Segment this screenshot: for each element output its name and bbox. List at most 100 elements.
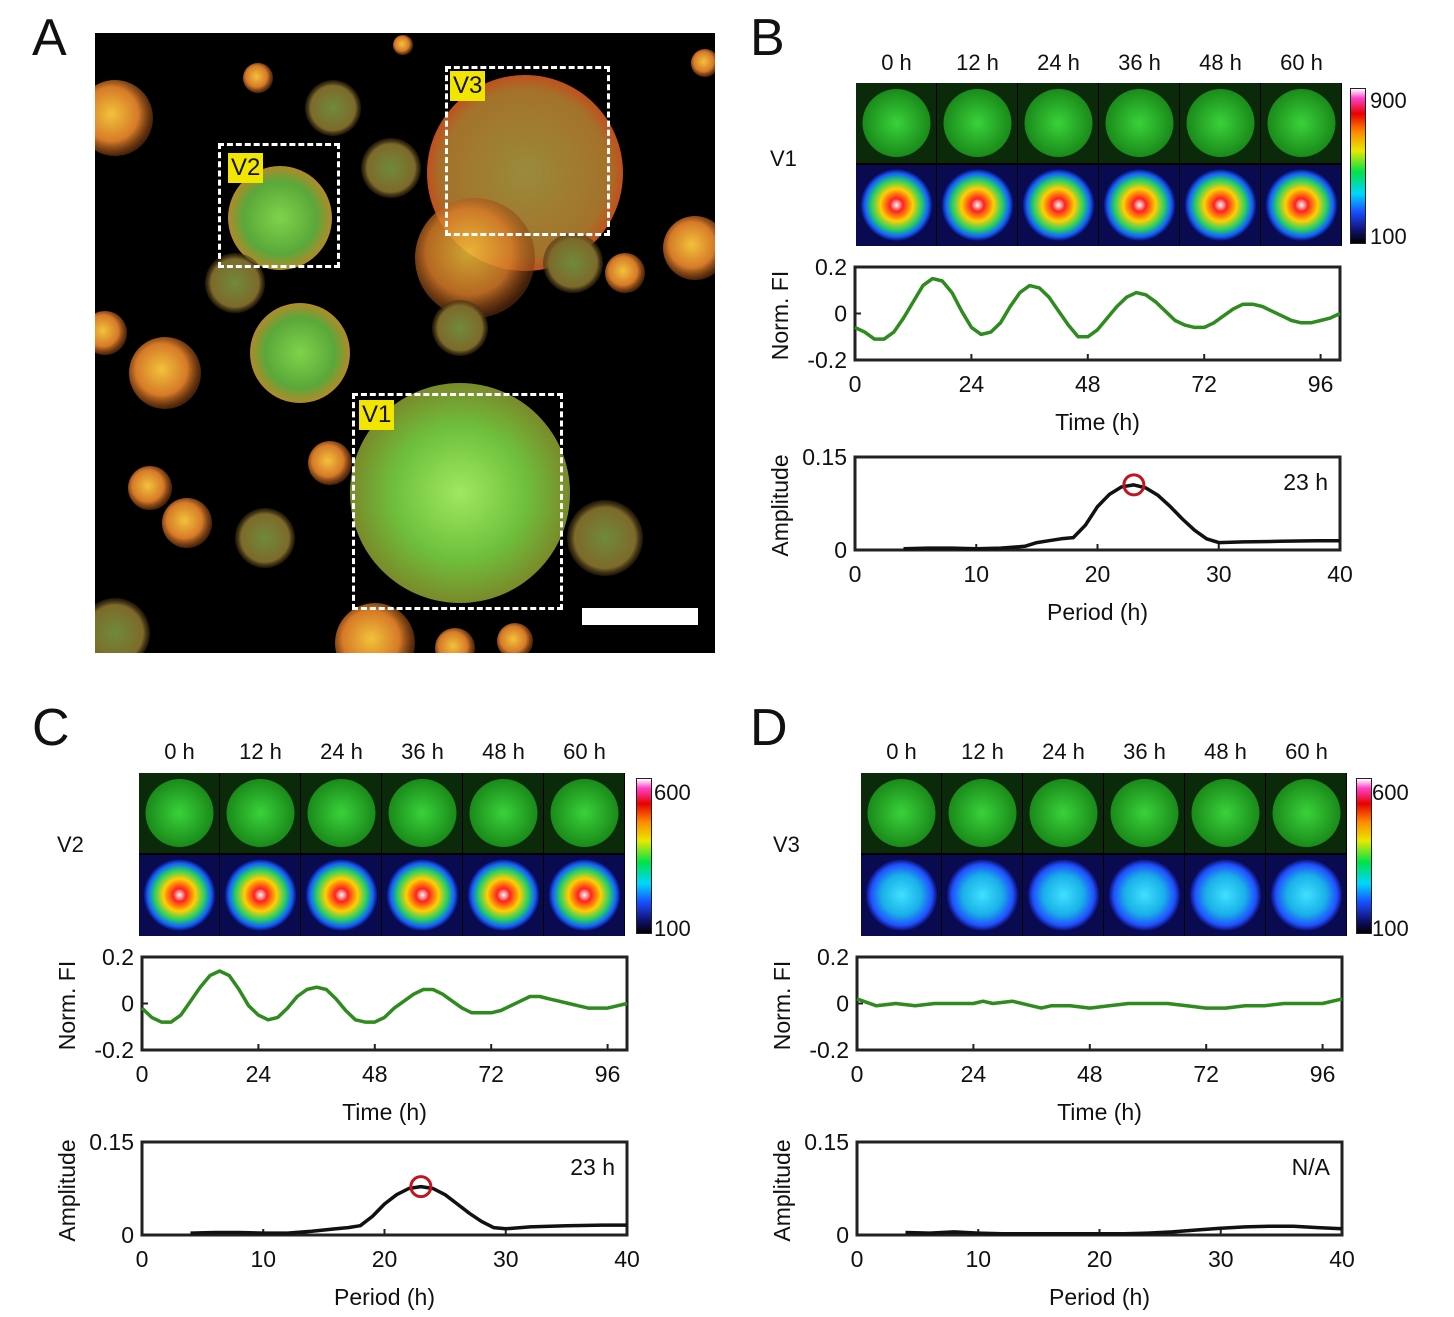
x-tick-label: 40 xyxy=(1329,1246,1355,1272)
heatmap-vesicle xyxy=(548,859,621,931)
x-tick-label: 24 xyxy=(246,1061,272,1087)
time-label: 48 h xyxy=(1204,739,1247,764)
norm-fi-trace xyxy=(854,276,1341,341)
x-tick-label: 30 xyxy=(1208,1246,1234,1272)
y-tick-label: 0 xyxy=(834,301,847,327)
panel-label-a: A xyxy=(32,9,67,67)
amplitude-spectrum-line xyxy=(190,1184,627,1235)
heatmap-vesicle xyxy=(946,859,1019,931)
y-axis-label: Amplitude xyxy=(769,1139,795,1241)
image-strip-c xyxy=(139,773,625,936)
y-tick-label: 0.2 xyxy=(817,945,849,970)
norm-fi-trace xyxy=(140,969,628,1024)
colorbar-min-d: 100 xyxy=(1372,916,1409,941)
x-tick-label: 20 xyxy=(1087,1246,1113,1272)
axes-frame xyxy=(140,1140,629,1237)
x-tick-label: 24 xyxy=(959,371,985,397)
scale-bar xyxy=(582,608,698,625)
fluorescence-vesicle xyxy=(1272,779,1341,847)
time-label: 48 h xyxy=(1199,50,1242,75)
x-tick-label: 48 xyxy=(362,1061,388,1087)
y-tick-label: 0 xyxy=(836,1222,849,1248)
fluorescence-vesicle xyxy=(948,779,1017,847)
heatmap-vesicle xyxy=(386,859,459,931)
fluorescence-vesicle xyxy=(1191,779,1260,847)
axes-frame xyxy=(140,955,629,1052)
fluorescence-vesicle xyxy=(1267,89,1336,157)
time-label: 36 h xyxy=(1118,50,1161,75)
x-tick-label: 48 xyxy=(1077,1061,1103,1087)
time-label: 60 h xyxy=(1285,739,1328,764)
heatmap-vesicle xyxy=(1027,859,1100,931)
y-tick-label: 0.15 xyxy=(804,1130,849,1155)
x-tick-label: 72 xyxy=(1191,371,1217,397)
time-label: 36 h xyxy=(1123,739,1166,764)
x-tick-label: 0 xyxy=(851,1246,864,1272)
y-tick-label: 0 xyxy=(121,1222,134,1248)
heatmap-vesicle xyxy=(941,169,1014,241)
frame-tiles xyxy=(139,773,624,936)
x-tick-label: 20 xyxy=(372,1246,398,1272)
x-axis-label: Period (h) xyxy=(1049,1284,1150,1310)
x-tick-label: 0 xyxy=(849,561,862,587)
row-label-v1: V1 xyxy=(770,146,797,171)
time-label: 60 h xyxy=(563,739,606,764)
amplitude-plot-b: 0 10 20 30 40 0.15 0 Period (h) Amplitude 23 h xyxy=(767,445,1353,625)
fluorescence-vesicle xyxy=(867,779,936,847)
colorbar-b xyxy=(1350,88,1366,244)
fluorescence-vesicle xyxy=(145,779,214,847)
fluorescence-vesicle xyxy=(1105,89,1174,157)
x-tick-label: 72 xyxy=(1193,1061,1219,1087)
period-annotation: 23 h xyxy=(1283,469,1328,495)
colorbar-max-c: 600 xyxy=(654,780,691,805)
y-axis-label: Norm. FI xyxy=(54,961,80,1050)
heatmap-vesicle xyxy=(1022,169,1095,241)
heatmap-vesicle xyxy=(143,859,216,931)
colorbar-max-b: 900 xyxy=(1370,88,1407,113)
heatmap-vesicle xyxy=(467,859,540,931)
amplitude-spectrum-line xyxy=(903,483,1340,551)
y-tick-label: 0 xyxy=(834,537,847,563)
heatmap-vesicle xyxy=(1270,859,1343,931)
heatmap-vesicle xyxy=(224,859,297,931)
time-label: 24 h xyxy=(1042,739,1085,764)
time-label: 12 h xyxy=(956,50,999,75)
region-box-v2 xyxy=(218,143,340,268)
vesicle-field xyxy=(95,35,715,653)
fluorescence-vesicle xyxy=(469,779,538,847)
y-tick-label: 0.15 xyxy=(802,445,847,470)
heatmap-vesicle xyxy=(1184,169,1257,241)
fluorescence-vesicle xyxy=(1024,89,1093,157)
time-label: 24 h xyxy=(1037,50,1080,75)
region-tag-v1: V1 xyxy=(359,400,395,430)
x-axis-label: Time (h) xyxy=(1055,409,1140,435)
colorbar-max-d: 600 xyxy=(1372,780,1409,805)
row-label-v2: V2 xyxy=(57,832,84,857)
y-tick-label: -0.2 xyxy=(94,1037,134,1063)
time-label: 0 h xyxy=(886,739,917,764)
panel-label-b: B xyxy=(750,9,785,67)
y-axis-label: Amplitude xyxy=(767,454,793,556)
colorbar-min-c: 100 xyxy=(654,916,691,941)
fluorescence-vesicle xyxy=(226,779,295,847)
fluorescence-vesicle xyxy=(862,89,931,157)
region-tag-v3: V3 xyxy=(450,71,486,101)
axes-frame xyxy=(855,1140,1344,1237)
row-label-v3: V3 xyxy=(773,832,800,857)
peak-marker xyxy=(1122,473,1146,497)
heatmap-vesicle xyxy=(860,169,933,241)
norm-fi-trace xyxy=(856,997,1343,1010)
y-axis-label: Norm. FI xyxy=(767,271,793,360)
frame-tiles xyxy=(861,773,1346,936)
time-label: 36 h xyxy=(401,739,444,764)
region-box-v3 xyxy=(445,66,610,236)
x-tick-label: 20 xyxy=(1085,561,1111,587)
y-tick-label: 0.2 xyxy=(815,255,847,280)
heatmap-vesicle xyxy=(305,859,378,931)
x-tick-label: 10 xyxy=(250,1246,276,1272)
fluorescence-vesicle xyxy=(1110,779,1179,847)
image-strip-b xyxy=(856,83,1342,246)
y-tick-label: 0 xyxy=(121,991,134,1017)
amplitude-plot-c: 0 10 20 30 40 0.15 0 Period (h) Amplitude 23 h xyxy=(54,1130,640,1310)
